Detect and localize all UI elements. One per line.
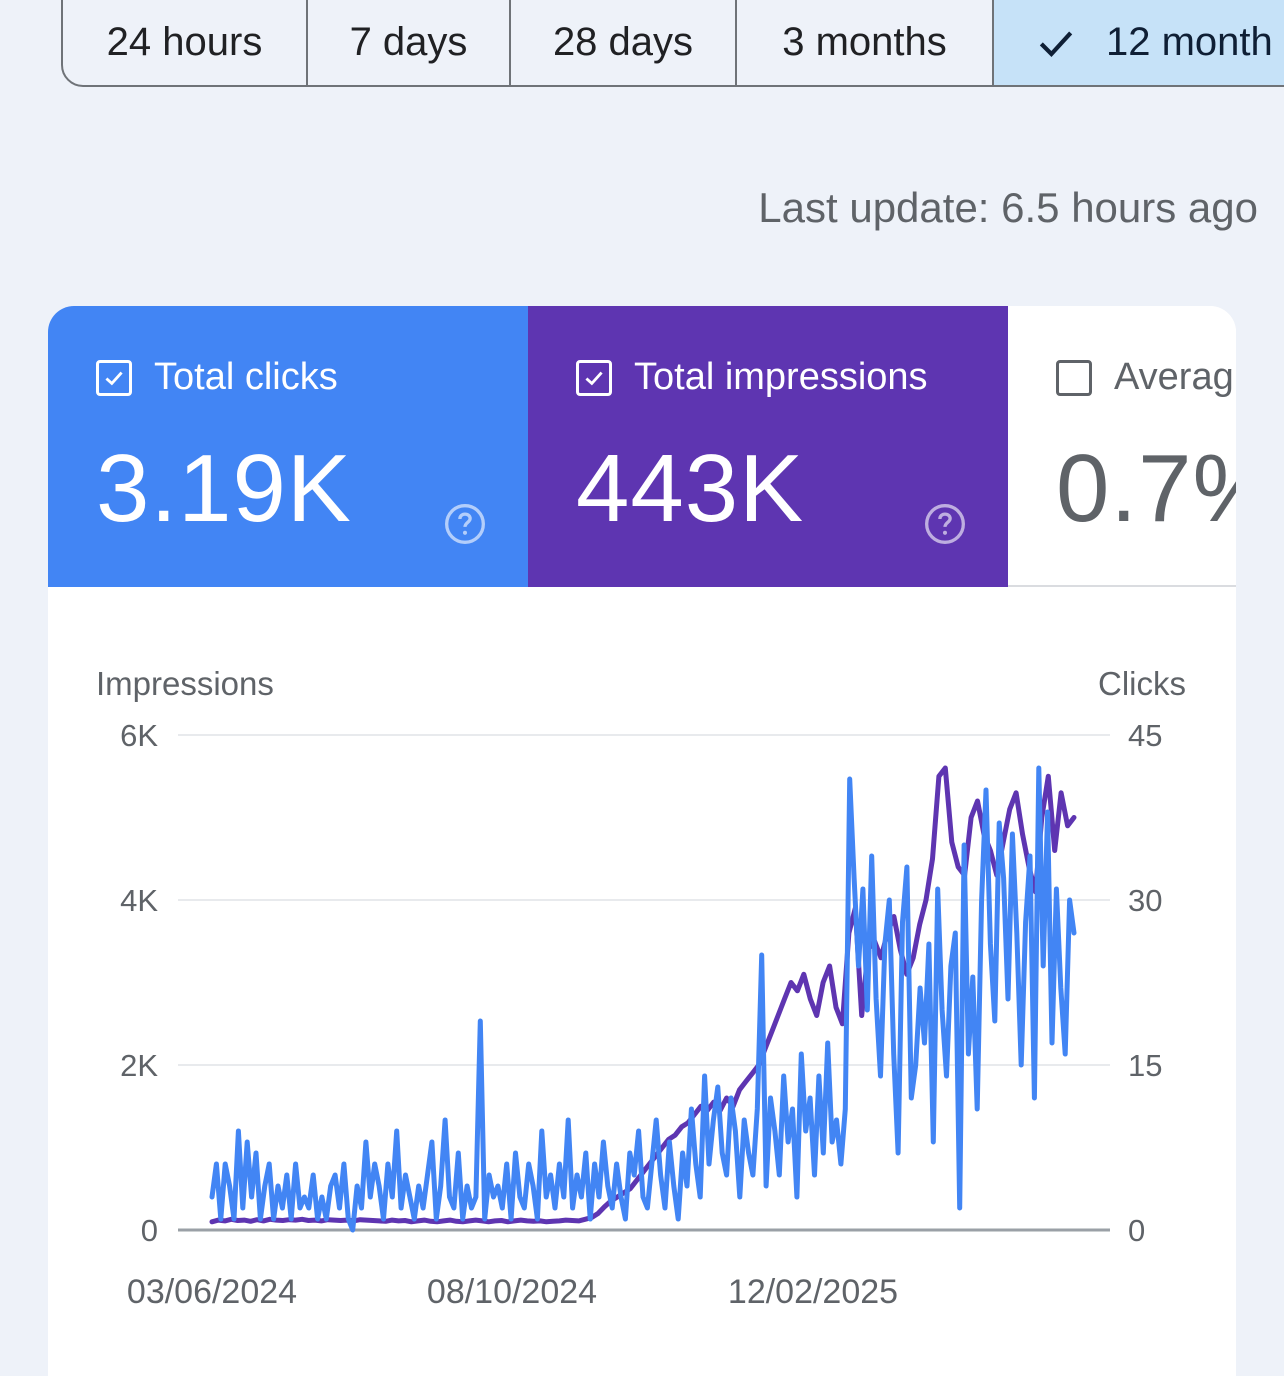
right-axis-tick-label: 0	[1128, 1213, 1145, 1248]
metric-tile-total-impressions[interactable]: Total impressions 443K	[528, 306, 1008, 587]
metric-checkbox-unchecked[interactable]	[1056, 359, 1092, 396]
left-axis-title: Impressions	[96, 665, 274, 702]
metric-tile-total-clicks[interactable]: Total clicks 3.19K	[48, 306, 528, 587]
metric-header: Total impressions	[576, 356, 928, 399]
range-tab-label: 7 days	[349, 20, 468, 64]
right-axis-title: Clicks	[1098, 665, 1186, 702]
last-update-text: Last update: 6.5 hours ago	[758, 184, 1258, 231]
checkbox-checked-icon	[585, 371, 603, 385]
performance-chart: Impressions Clicks 0 0 2K 15 4K 30 6K 45 03/06/202…	[96, 665, 1186, 1311]
right-axis-tick-label: 15	[1128, 1048, 1162, 1083]
range-tab-label: 12 month	[1106, 20, 1273, 64]
performance-card: Total clicks 3.19K Total impressions 443…	[48, 306, 1236, 1376]
metric-label: Averag	[1114, 356, 1234, 398]
checkmark-icon	[1039, 30, 1073, 57]
metric-value: 443K	[576, 435, 805, 542]
metric-checkbox[interactable]	[576, 359, 612, 396]
range-tab-label: 3 months	[782, 20, 947, 64]
metric-value: 3.19K	[96, 435, 352, 542]
range-tab-12-months[interactable]: 12 month	[994, 0, 1284, 85]
series-line-impressions	[209, 765, 1077, 1225]
x-axis-tick-label: 08/10/2024	[427, 1273, 597, 1311]
right-axis-tick-label: 45	[1128, 718, 1162, 753]
left-axis-tick-label: 4K	[120, 883, 158, 918]
range-tab-3-months[interactable]: 3 months	[737, 0, 994, 85]
right-axis-tick-label: 30	[1128, 883, 1162, 918]
date-range-tabs: 24 hours 7 days 28 days 3 months 12 mont…	[61, 0, 1284, 87]
series-line-clicks	[209, 765, 1077, 1233]
metric-checkbox[interactable]	[96, 359, 132, 396]
range-tab-7-days[interactable]: 7 days	[308, 0, 511, 85]
range-tab-28-days[interactable]: 28 days	[511, 0, 737, 85]
left-axis-tick-label: 2K	[120, 1048, 158, 1083]
left-axis-tick-label: 0	[141, 1213, 158, 1248]
x-axis-tick-label: 12/02/2025	[728, 1273, 898, 1311]
help-icon[interactable]	[443, 502, 487, 546]
range-tab-label: 28 days	[552, 20, 694, 64]
range-tab-24-hours[interactable]: 24 hours	[63, 0, 308, 85]
range-tab-label: 24 hours	[106, 20, 263, 64]
metric-header: Averag	[1056, 356, 1234, 399]
metric-tile-average-ctr[interactable]: Averag 0.7%	[1008, 306, 1236, 587]
x-axis-tick-label: 03/06/2024	[127, 1273, 297, 1311]
left-axis-tick-label: 6K	[120, 718, 158, 753]
checkbox-checked-icon	[105, 371, 123, 385]
help-icon[interactable]	[923, 502, 967, 546]
metric-header: Total clicks	[96, 356, 338, 399]
metric-value: 0.7%	[1056, 435, 1236, 542]
metric-label: Total impressions	[634, 356, 928, 398]
metric-label: Total clicks	[154, 356, 338, 398]
